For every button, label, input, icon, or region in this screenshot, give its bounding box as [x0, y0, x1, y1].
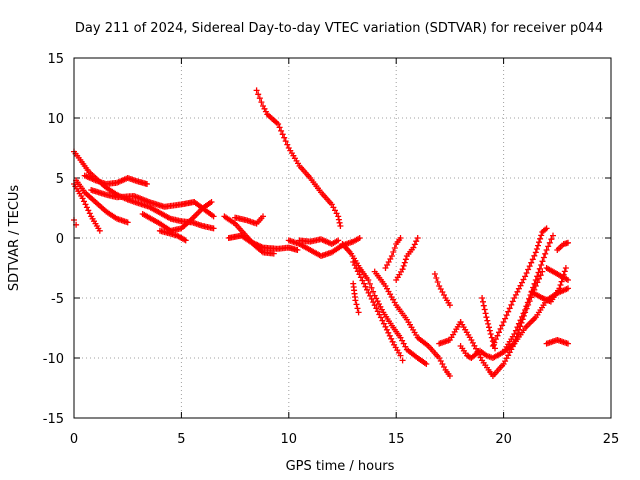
point-markers [489, 225, 550, 349]
series-track-5 [81, 172, 150, 187]
point-markers [543, 265, 571, 283]
x-axis-label: GPS time / hours [286, 459, 395, 474]
series-track-12 [253, 87, 344, 229]
x-tick-label: 15 [388, 432, 405, 447]
point-markers [543, 337, 571, 347]
point-markers [339, 241, 430, 367]
series-track-8 [156, 227, 189, 244]
plot-frame [73, 57, 612, 419]
series-track-11 [232, 213, 266, 227]
point-markers [350, 280, 362, 316]
point-markers [232, 213, 266, 227]
y-tick-label: 0 [56, 232, 64, 247]
series-track-21 [431, 271, 453, 309]
point-markers [431, 271, 453, 309]
series-track-29 [543, 337, 571, 347]
y-tick-label: -5 [51, 292, 64, 307]
x-tick-label: 20 [495, 432, 512, 447]
series-track-26 [489, 225, 550, 349]
series-track-14 [296, 236, 342, 247]
series-track-19 [382, 235, 404, 271]
point-markers [296, 236, 342, 247]
data-points [71, 87, 571, 379]
series-track-18 [350, 280, 362, 316]
y-tick-label: -10 [43, 352, 64, 367]
series-track-4 [73, 177, 131, 226]
y-axis-label: SDTVAR / TECUs [7, 185, 22, 292]
point-markers [350, 259, 406, 364]
series-track-10 [221, 213, 277, 257]
x-tick-label: 5 [177, 432, 185, 447]
series-track-20 [393, 235, 421, 283]
series-track-17 [371, 268, 453, 379]
point-markers [371, 268, 453, 379]
y-tick-label: -15 [43, 412, 64, 427]
point-markers [393, 235, 421, 283]
series-track-30 [543, 265, 571, 283]
series-track-16 [350, 259, 406, 364]
x-tick-label: 25 [603, 432, 620, 447]
y-tick-label: 15 [47, 52, 64, 67]
point-markers [156, 227, 189, 244]
series-track-6 [88, 187, 217, 220]
point-markers [88, 187, 217, 220]
point-markers [73, 177, 131, 226]
point-markers [253, 87, 344, 229]
x-tick-label: 0 [70, 432, 78, 447]
point-markers [139, 199, 215, 234]
point-markers [554, 239, 571, 253]
point-markers [382, 235, 404, 271]
y-tick-label: 5 [56, 172, 64, 187]
chart-title: Day 211 of 2024, Sidereal Day-to-day VTE… [75, 21, 603, 36]
series-track-31 [554, 239, 571, 253]
series-track-15 [339, 241, 430, 367]
point-markers [81, 172, 150, 187]
y-tick-label: 10 [47, 112, 64, 127]
x-tick-label: 10 [281, 432, 298, 447]
series-track-7 [139, 199, 215, 234]
ticks: 0 5 10 15 20 25 -15 -10 -5 0 5 10 15 [43, 52, 620, 447]
point-markers [221, 213, 277, 257]
